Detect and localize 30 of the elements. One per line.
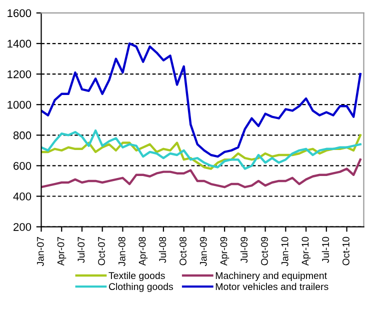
x-tick-label: Jan-07 (36, 237, 44, 266)
x-tick-label: Jul-08 (158, 236, 166, 263)
y-tick-label: 1000 (8, 100, 32, 109)
x-tick-label: Oct-08 (180, 236, 186, 266)
x-tick-label: Jul-07 (77, 237, 85, 263)
legend-label: Textile goods (108, 272, 165, 281)
x-tick-label: Jul-10 (322, 236, 330, 263)
legend-label: Motor vehicles and trailers (216, 282, 328, 290)
y-tick-label: 1400 (8, 40, 32, 48)
x-tick-label: Oct-07 (98, 237, 105, 266)
x-tick-label: Apr-07 (57, 237, 66, 266)
x-tick-label: Apr-08 (138, 236, 148, 266)
y-tick-label: 600 (14, 162, 32, 170)
legend-label: Clothing goods (108, 282, 173, 292)
x-tick-label: Apr-09 (220, 236, 230, 266)
x-tick-label: Oct-09 (261, 236, 268, 266)
line-series (41, 158, 362, 188)
legend-label: Machinery and equipment (216, 272, 327, 281)
x-tick-label: Apr-10 (302, 236, 311, 266)
x-tick-label: Oct-10 (342, 236, 350, 266)
y-tick-label: 200 (14, 223, 32, 231)
x-tick-label: Jul-09 (240, 236, 248, 263)
y-tick-label: 800 (13, 131, 32, 140)
x-tick-label: Jan-10 (281, 236, 288, 266)
x-tick-label: Jan-08 (118, 236, 126, 266)
y-tick-label: 1200 (8, 70, 32, 78)
x-tick-label: Jan-09 (200, 236, 207, 266)
line-series (41, 42, 362, 158)
y-tick-label: 1600 (8, 9, 32, 18)
y-tick-label: 400 (13, 192, 32, 200)
